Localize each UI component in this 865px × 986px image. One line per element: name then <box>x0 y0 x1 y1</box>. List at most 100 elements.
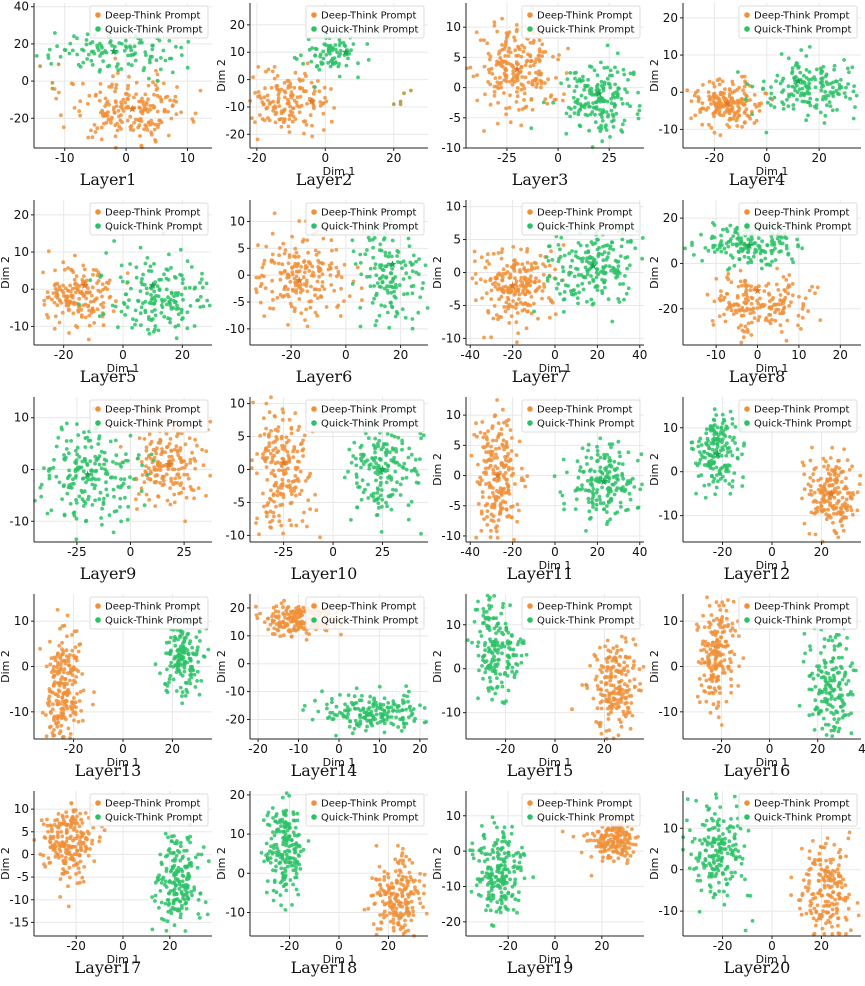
deep-point <box>302 131 306 136</box>
deep-point <box>808 475 813 480</box>
quick-point <box>786 84 791 89</box>
deep-point <box>281 410 286 415</box>
deep-point <box>495 29 500 34</box>
deep-point <box>489 449 493 454</box>
quick-point <box>586 442 591 447</box>
deep-point <box>268 525 273 529</box>
deep-point <box>297 459 301 464</box>
quick-point <box>730 422 735 426</box>
deep-point <box>816 488 821 492</box>
deep-point <box>741 313 746 318</box>
deep-point <box>515 519 519 524</box>
deep-point <box>764 283 769 288</box>
deep-point <box>826 507 830 512</box>
quick-point <box>164 302 169 307</box>
deep-point <box>262 432 267 436</box>
deep-point <box>98 82 103 86</box>
quick-point <box>832 63 837 68</box>
deep-point <box>519 123 524 128</box>
deep-point <box>164 431 169 436</box>
quick-point <box>126 485 131 490</box>
quick-point <box>77 302 81 307</box>
deep-point <box>73 253 77 258</box>
deep-point <box>495 524 499 528</box>
deep-point <box>496 251 501 255</box>
quick-point <box>126 53 130 58</box>
deep-point <box>342 262 347 267</box>
quick-point <box>394 488 398 493</box>
quick-point <box>575 459 580 464</box>
quick-point <box>379 488 384 492</box>
deep-point <box>542 285 547 289</box>
quick-point <box>119 309 124 314</box>
quick-point <box>80 497 85 502</box>
deep-point <box>298 469 303 474</box>
quick-point <box>576 301 580 306</box>
x-tick-label: -40 <box>460 348 480 362</box>
deep-point <box>72 704 77 709</box>
deep-point <box>534 85 539 89</box>
quick-point <box>406 503 411 508</box>
deep-point <box>296 479 301 483</box>
deep-point <box>87 308 91 313</box>
deep-point <box>484 435 489 440</box>
deep-point <box>802 472 807 477</box>
quick-point <box>718 471 722 475</box>
deep-point <box>165 498 170 503</box>
deep-point <box>705 292 710 297</box>
quick-point <box>46 53 51 57</box>
deep-point <box>52 673 56 678</box>
quick-point <box>529 126 534 131</box>
quick-point <box>561 269 566 274</box>
deep-point <box>763 91 768 96</box>
quick-point <box>779 235 784 240</box>
deep-point <box>293 280 298 285</box>
deep-point <box>190 117 195 121</box>
quick-point <box>373 444 378 449</box>
quick-point <box>318 54 323 59</box>
quick-point <box>98 490 103 495</box>
deep-point <box>520 43 524 48</box>
quick-point <box>132 477 136 481</box>
quick-point <box>698 457 703 462</box>
deep-point <box>129 124 134 128</box>
deep-point <box>728 302 732 307</box>
deep-point <box>270 231 275 236</box>
mixed-point <box>50 86 55 91</box>
quick-point <box>598 501 603 506</box>
quick-point <box>112 239 116 243</box>
deep-point <box>270 458 275 463</box>
quick-point <box>375 513 380 517</box>
deep-point <box>498 56 503 60</box>
quick-point <box>389 475 394 480</box>
quick-point <box>400 476 405 481</box>
quick-point <box>714 413 719 417</box>
deep-point <box>489 528 493 533</box>
quick-point <box>140 463 145 468</box>
deep-point <box>787 304 791 308</box>
quick-point <box>139 323 143 327</box>
deep-point <box>145 128 150 132</box>
deep-point <box>825 477 829 482</box>
quick-point <box>349 518 353 522</box>
deep-point <box>53 268 57 273</box>
quick-point <box>173 291 178 295</box>
deep-point <box>54 294 58 299</box>
quick-point <box>371 465 376 470</box>
deep-point <box>288 280 293 284</box>
quick-point <box>562 290 567 294</box>
deep-point <box>474 281 479 285</box>
quick-point <box>198 280 202 285</box>
quick-point <box>389 290 394 295</box>
quick-point <box>421 281 425 285</box>
deep-point <box>513 276 517 281</box>
deep-point <box>264 69 268 74</box>
quick-point <box>359 497 364 502</box>
quick-point <box>149 318 154 323</box>
quick-point <box>614 488 619 493</box>
deep-point <box>823 488 828 493</box>
deep-point <box>707 79 712 84</box>
